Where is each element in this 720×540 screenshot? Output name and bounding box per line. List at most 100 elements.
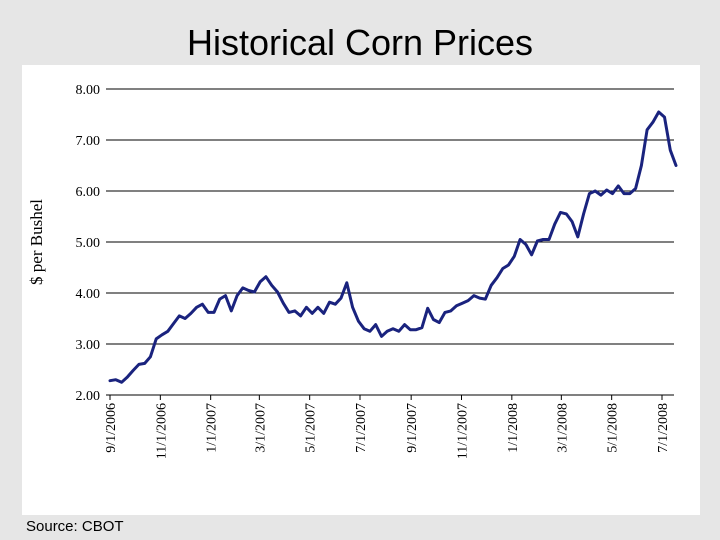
x-tick-label: 7/1/2008 bbox=[656, 403, 671, 453]
data-point bbox=[241, 286, 245, 290]
data-point bbox=[230, 309, 233, 313]
x-tick-label: 3/1/2007 bbox=[253, 403, 268, 453]
y-axis-label: $ per Bushel bbox=[27, 199, 46, 285]
data-point bbox=[484, 297, 487, 301]
data-point bbox=[235, 294, 239, 297]
data-point bbox=[391, 327, 395, 330]
data-point bbox=[258, 280, 262, 283]
data-point bbox=[178, 314, 181, 318]
data-point bbox=[293, 309, 297, 313]
data-point bbox=[651, 120, 655, 124]
data-point bbox=[409, 328, 412, 331]
y-tick-label: 4.00 bbox=[76, 287, 101, 302]
data-point bbox=[536, 239, 539, 243]
x-tick-label: 1/1/2008 bbox=[506, 403, 521, 453]
data-point bbox=[565, 212, 568, 216]
data-point bbox=[276, 290, 279, 294]
data-point bbox=[507, 263, 510, 267]
data-point bbox=[628, 192, 632, 195]
data-point bbox=[126, 375, 129, 379]
data-point bbox=[461, 302, 464, 305]
data-point bbox=[345, 281, 349, 284]
data-point bbox=[559, 211, 562, 214]
data-point bbox=[669, 149, 672, 152]
data-point bbox=[380, 335, 383, 338]
data-point bbox=[622, 192, 626, 195]
data-point bbox=[172, 322, 175, 325]
data-point bbox=[443, 311, 447, 314]
data-point bbox=[386, 330, 389, 333]
x-tick-label: 9/1/2007 bbox=[405, 403, 420, 453]
data-point bbox=[553, 222, 556, 226]
data-point bbox=[617, 184, 620, 188]
data-point bbox=[114, 378, 117, 381]
data-point bbox=[455, 304, 458, 307]
data-point bbox=[310, 312, 314, 315]
data-point bbox=[501, 267, 504, 270]
data-point bbox=[576, 235, 580, 239]
data-point bbox=[478, 296, 481, 300]
data-point bbox=[420, 326, 424, 329]
x-tick-label: 3/1/2008 bbox=[555, 403, 570, 453]
data-point bbox=[547, 238, 551, 241]
data-point bbox=[674, 164, 678, 167]
data-point bbox=[432, 318, 435, 321]
data-point bbox=[224, 294, 227, 297]
data-point bbox=[599, 193, 603, 197]
data-point bbox=[339, 296, 343, 300]
data-point bbox=[570, 220, 574, 223]
data-point bbox=[218, 297, 221, 301]
data-point bbox=[183, 317, 187, 320]
price-chart: 2.00 3.00 4.00 5.00 6.00 7.00 8.00 $ per Bushel… bbox=[27, 83, 678, 459]
data-point bbox=[657, 110, 660, 114]
data-point bbox=[120, 381, 123, 384]
data-point bbox=[438, 321, 441, 324]
x-tick-label: 7/1/2007 bbox=[354, 403, 369, 453]
data-point bbox=[466, 299, 470, 302]
y-tick-label: 5.00 bbox=[76, 236, 101, 251]
x-tick-label: 11/1/2006 bbox=[154, 403, 169, 459]
source-note: Source: CBOT bbox=[26, 518, 124, 535]
data-point bbox=[524, 243, 528, 246]
x-tick-label: 1/1/2007 bbox=[205, 403, 220, 453]
data-point bbox=[299, 314, 302, 318]
data-point bbox=[247, 289, 250, 292]
data-point bbox=[287, 311, 291, 314]
data-point bbox=[195, 306, 198, 309]
data-point bbox=[426, 307, 429, 310]
data-point bbox=[160, 333, 164, 337]
data-point bbox=[137, 363, 141, 366]
data-point bbox=[611, 192, 614, 195]
data-point bbox=[212, 311, 216, 314]
data-point bbox=[634, 187, 637, 190]
y-tick-label: 2.00 bbox=[76, 389, 101, 404]
data-point bbox=[368, 330, 372, 333]
data-point bbox=[588, 192, 591, 195]
data-point bbox=[414, 328, 418, 331]
data-point bbox=[108, 379, 112, 382]
data-point bbox=[490, 284, 493, 287]
data-point bbox=[663, 115, 666, 119]
data-point bbox=[206, 311, 210, 314]
y-tick-label: 3.00 bbox=[76, 338, 101, 353]
data-point bbox=[155, 337, 158, 341]
data-point bbox=[316, 306, 320, 309]
x-tick-label: 9/1/2006 bbox=[104, 403, 119, 453]
data-point bbox=[351, 306, 354, 309]
y-tick-label: 6.00 bbox=[76, 185, 101, 200]
data-point bbox=[541, 238, 545, 241]
data-point bbox=[645, 128, 649, 131]
data-point bbox=[166, 330, 169, 333]
data-point bbox=[189, 312, 193, 315]
y-tick-label: 8.00 bbox=[76, 83, 101, 98]
data-point bbox=[530, 253, 533, 256]
data-point bbox=[593, 189, 597, 193]
data-point bbox=[328, 300, 331, 304]
x-tick-label: 5/1/2008 bbox=[606, 403, 621, 453]
data-point bbox=[282, 302, 285, 305]
data-point bbox=[149, 355, 152, 358]
slide-title: Historical Corn Prices bbox=[186, 22, 534, 63]
data-point bbox=[403, 323, 406, 326]
data-point bbox=[305, 306, 308, 309]
data-point bbox=[513, 255, 516, 258]
